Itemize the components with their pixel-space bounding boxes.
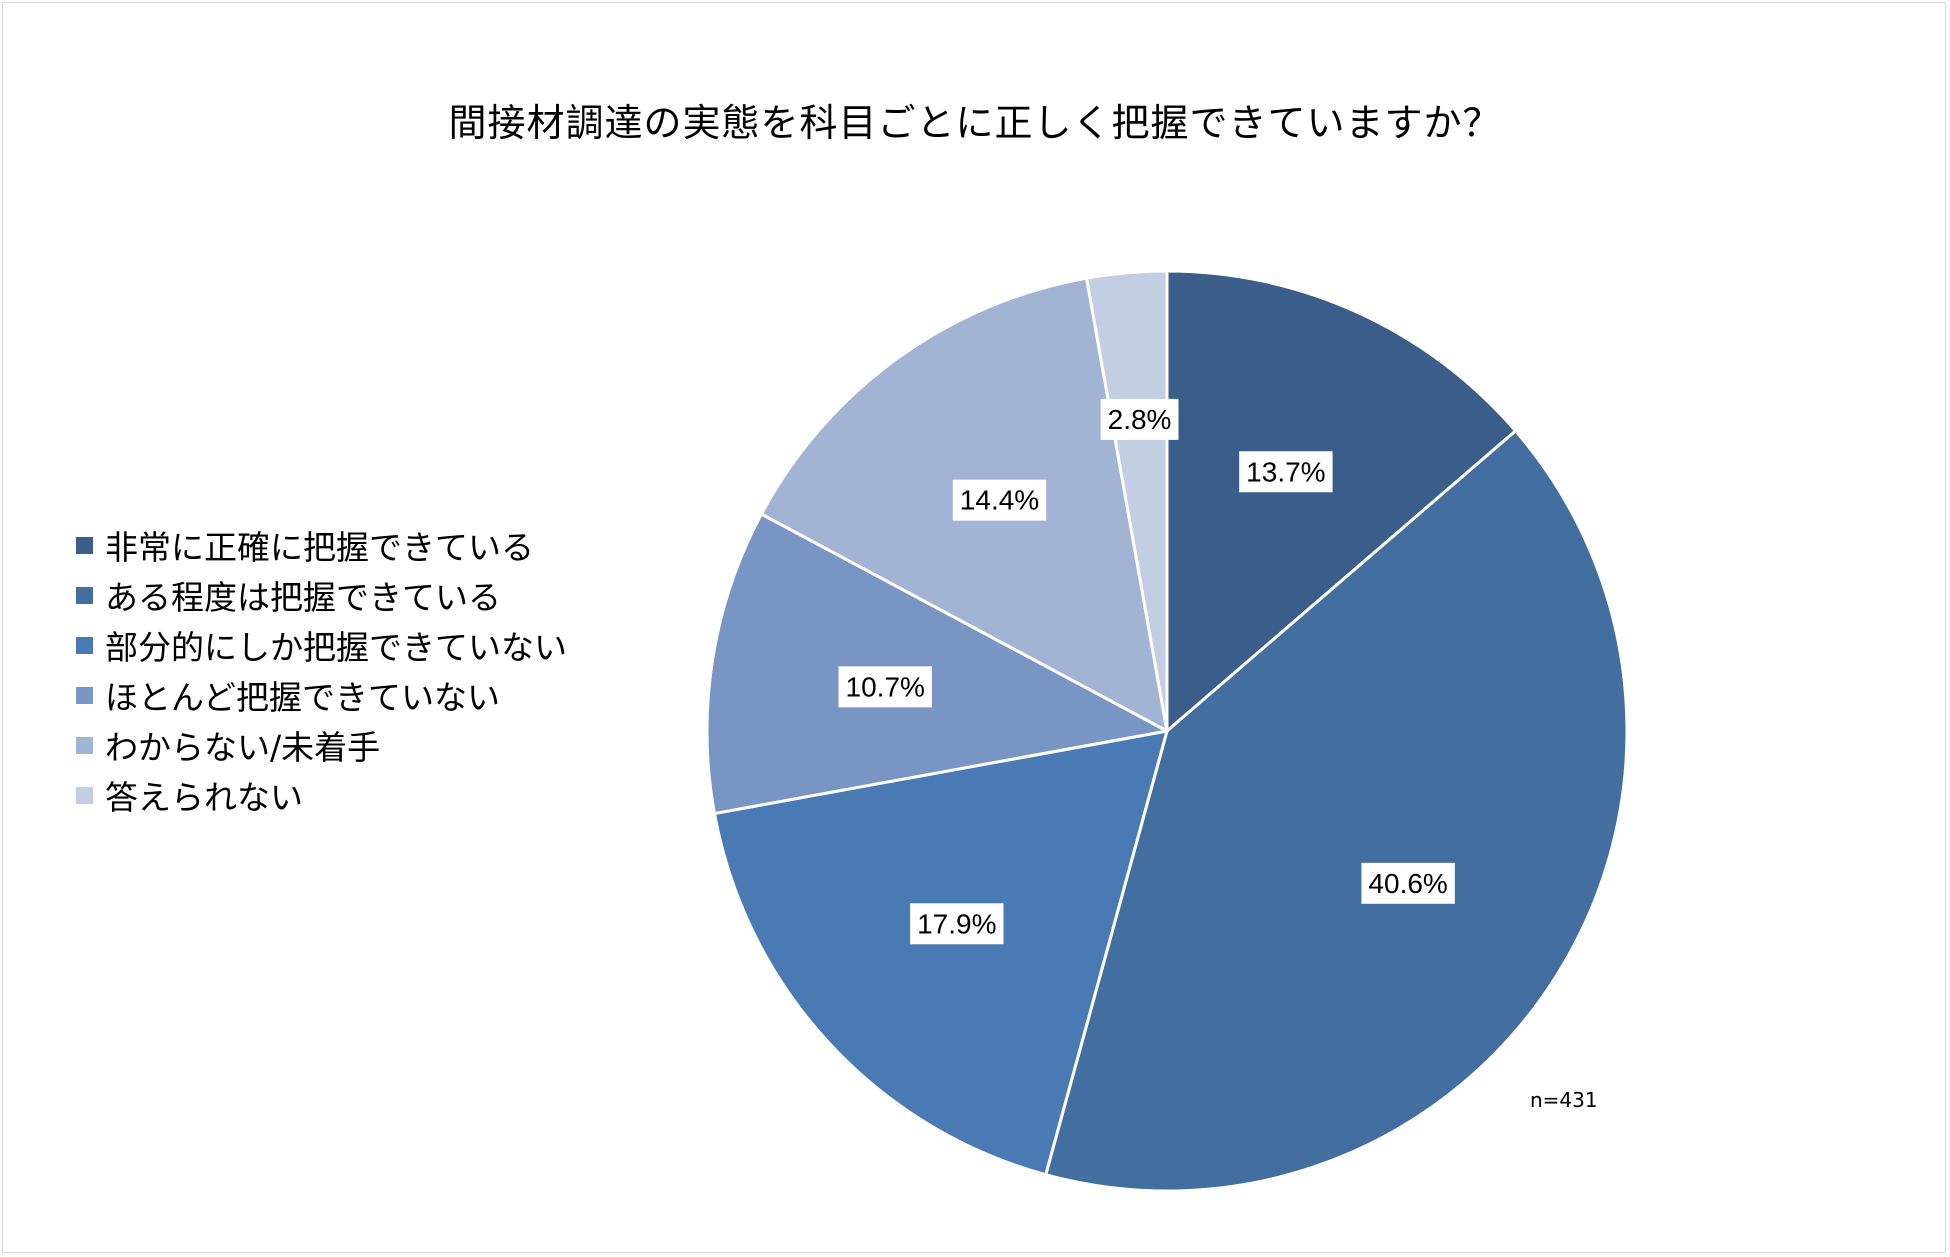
legend-swatch <box>76 686 93 704</box>
data-label: 2.8% <box>1100 398 1179 440</box>
pie-slice <box>705 512 1169 816</box>
legend-swatch <box>76 636 93 654</box>
sample-size-note: n=431 <box>1530 1088 1598 1112</box>
legend-swatch <box>76 786 93 804</box>
legend-swatch <box>76 536 93 554</box>
pie-slice <box>1085 269 1169 733</box>
data-label-text: 40.6% <box>1368 868 1447 899</box>
data-label-text: 17.9% <box>917 908 996 939</box>
legend: 非常に正確に把握できている ある程度は把握できている 部分的にしか把握できていな… <box>76 520 567 820</box>
data-label: 10.7% <box>838 666 932 708</box>
data-label-box <box>1361 862 1455 904</box>
data-label-box <box>910 903 1004 945</box>
legend-label: 部分的にしか把握できていない <box>105 628 567 667</box>
legend-item: ほとんど把握できていない <box>76 670 567 720</box>
data-label-text: 13.7% <box>1246 456 1325 487</box>
legend-label: ある程度は把握できている <box>105 578 501 617</box>
legend-swatch <box>76 586 93 604</box>
data-label-box <box>1239 451 1333 493</box>
legend-item: ある程度は把握できている <box>76 570 567 620</box>
legend-label: ほとんど把握できていない <box>105 678 501 717</box>
legend-swatch <box>76 736 93 754</box>
chart-title: 間接材調達の実態を科目ごとに正しく把握できていますか？ <box>448 101 1502 145</box>
data-label-box <box>838 666 932 708</box>
pie-slice <box>712 729 1169 1177</box>
pie-labels: 13.7% 40.6% 17.9% 10.7% 14.4% 2.8% <box>838 398 1455 945</box>
data-label-text: 2.8% <box>1108 404 1172 435</box>
legend-item: 非常に正確に把握できている <box>76 520 567 570</box>
legend-label: わからない/未着手 <box>105 728 381 767</box>
legend-item: 部分的にしか把握できていない <box>76 620 567 670</box>
data-label-box <box>1100 398 1179 440</box>
data-label: 13.7% <box>1239 451 1333 493</box>
data-label: 14.4% <box>952 479 1047 521</box>
data-label: 40.6% <box>1361 862 1455 904</box>
pie-slice <box>1165 269 1518 733</box>
legend-label: 答えられない <box>105 778 303 817</box>
pie-slice <box>1044 429 1629 1193</box>
data-label-text: 10.7% <box>846 671 925 702</box>
data-label: 17.9% <box>910 903 1004 945</box>
legend-item: 答えられない <box>76 770 567 820</box>
data-label-box <box>952 479 1047 521</box>
data-label-text: 14.4% <box>960 485 1039 516</box>
pie-slices <box>705 269 1629 1193</box>
legend-item: わからない/未着手 <box>76 720 567 770</box>
legend-label: 非常に正確に把握できている <box>105 528 534 567</box>
